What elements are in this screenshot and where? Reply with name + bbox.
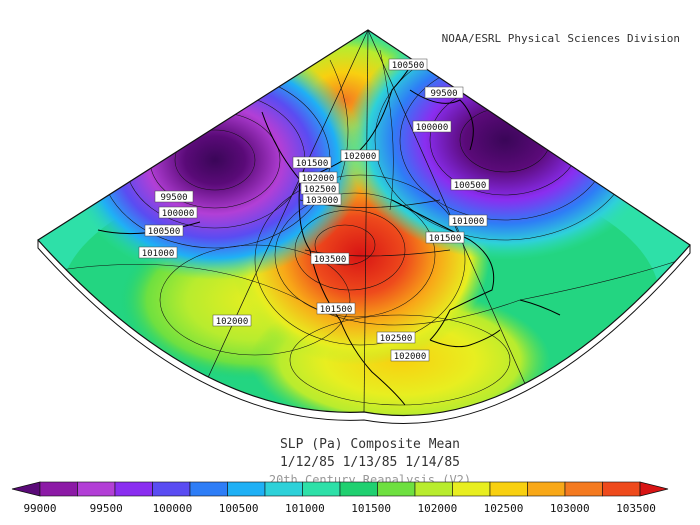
contour-label: 101500 [292, 156, 332, 169]
colorbar-swatch [489, 481, 528, 497]
contour-label-text: 101500 [320, 305, 353, 315]
colorbar-swatch [264, 481, 303, 497]
colorbar-tick-label: 100000 [153, 502, 193, 515]
contour-label-text: 101000 [452, 217, 485, 227]
colorbar-swatch [339, 481, 378, 497]
colorbar-swatch [152, 481, 191, 497]
colorbar-swatch [527, 481, 566, 497]
colorbar-tick-label: 103000 [550, 502, 590, 515]
contour-label-text: 100500 [454, 181, 487, 191]
colorbar-swatch [302, 481, 341, 497]
colorbar-tick-label: 99500 [90, 502, 123, 515]
colorbar-under-arrow [11, 481, 41, 497]
colorbar-swatch [377, 481, 416, 497]
contour-label-text: 102000 [302, 174, 335, 184]
contour-label-text: 100500 [148, 227, 181, 237]
chart-dates: 1/12/85 1/13/85 1/14/85 [280, 455, 460, 470]
colorbar-swatch [564, 481, 603, 497]
contour-label: 101000 [138, 246, 178, 259]
map-border-rim [37, 240, 691, 424]
colorbar-ticks: 99000 99500 100000 100500 101000 101500 102000… [23, 502, 655, 515]
contour-label-text: 101500 [296, 159, 329, 169]
contour-label-text: 101500 [429, 234, 462, 244]
contour-label: 101000 [448, 214, 488, 227]
colorbar-swatch [39, 481, 78, 497]
colorbar-tick-label: 101500 [351, 502, 391, 515]
contour-label-text: 103000 [306, 196, 339, 206]
colorbar-tick-label: 103500 [616, 502, 656, 515]
chart-title: SLP (Pa) Composite Mean [280, 437, 460, 452]
contour-label: 101500 [316, 302, 356, 315]
contour-label-text: 101000 [142, 249, 175, 259]
colorbar-swatch [189, 481, 228, 497]
colorbar [11, 481, 669, 497]
colorbar-tick-label: 100500 [219, 502, 259, 515]
colorbar-swatch [602, 481, 641, 497]
contour-label: 100500 [144, 224, 184, 237]
contour-label-text: 102500 [304, 185, 337, 195]
contour-label-text: 100000 [162, 209, 195, 219]
credit-text: NOAA/ESRL Physical Sciences Division [442, 32, 680, 45]
contour-label: 100500 [450, 178, 490, 191]
contour-label-text: 103500 [314, 255, 347, 265]
contour-label: 99500 [424, 86, 464, 99]
map-border [37, 29, 691, 417]
contour-label: 100000 [412, 120, 452, 133]
colorbar-tick-label: 101000 [285, 502, 325, 515]
grid-lines [199, 30, 531, 413]
colorbar-swatch [114, 481, 153, 497]
colorbar-swatch [77, 481, 116, 497]
contour-label: 102000 [340, 149, 380, 162]
contour-label: 103500 [310, 252, 350, 265]
contour-label: 100000 [158, 206, 198, 219]
contour-label-text: 102000 [394, 352, 427, 362]
colorbar-swatch [452, 481, 491, 497]
contour-label: 103000 [302, 193, 342, 206]
contour-label: 99500 [154, 190, 194, 203]
contour-label-text: 99500 [160, 193, 187, 203]
contour-label: 100500 [388, 58, 428, 71]
contour-label: 102000 [390, 349, 430, 362]
contour-labels: 100500 99500 100000 100500 101000 101500 10200… [138, 58, 490, 362]
contour-label-text: 99500 [430, 89, 457, 99]
colorbar-over-arrow [639, 481, 669, 497]
colorbar-tick-label: 102000 [417, 502, 457, 515]
colorbar-swatch [414, 481, 453, 497]
contour-label: 102000 [212, 314, 252, 327]
contour-label-text: 100500 [392, 61, 425, 71]
contour-label: 101500 [425, 231, 465, 244]
contour-label-text: 102500 [380, 334, 413, 344]
colorbar-swatch [227, 481, 266, 497]
contour-label-text: 102000 [344, 152, 377, 162]
contour-label: 102000 [298, 171, 338, 184]
contour-label: 102500 [300, 182, 340, 195]
colorbar-tick-label: 99000 [23, 502, 56, 515]
colorbar-tick-label: 102500 [484, 502, 524, 515]
contour-label-text: 102000 [216, 317, 249, 327]
contour-label-text: 100000 [416, 123, 449, 133]
contour-label: 102500 [376, 331, 416, 344]
